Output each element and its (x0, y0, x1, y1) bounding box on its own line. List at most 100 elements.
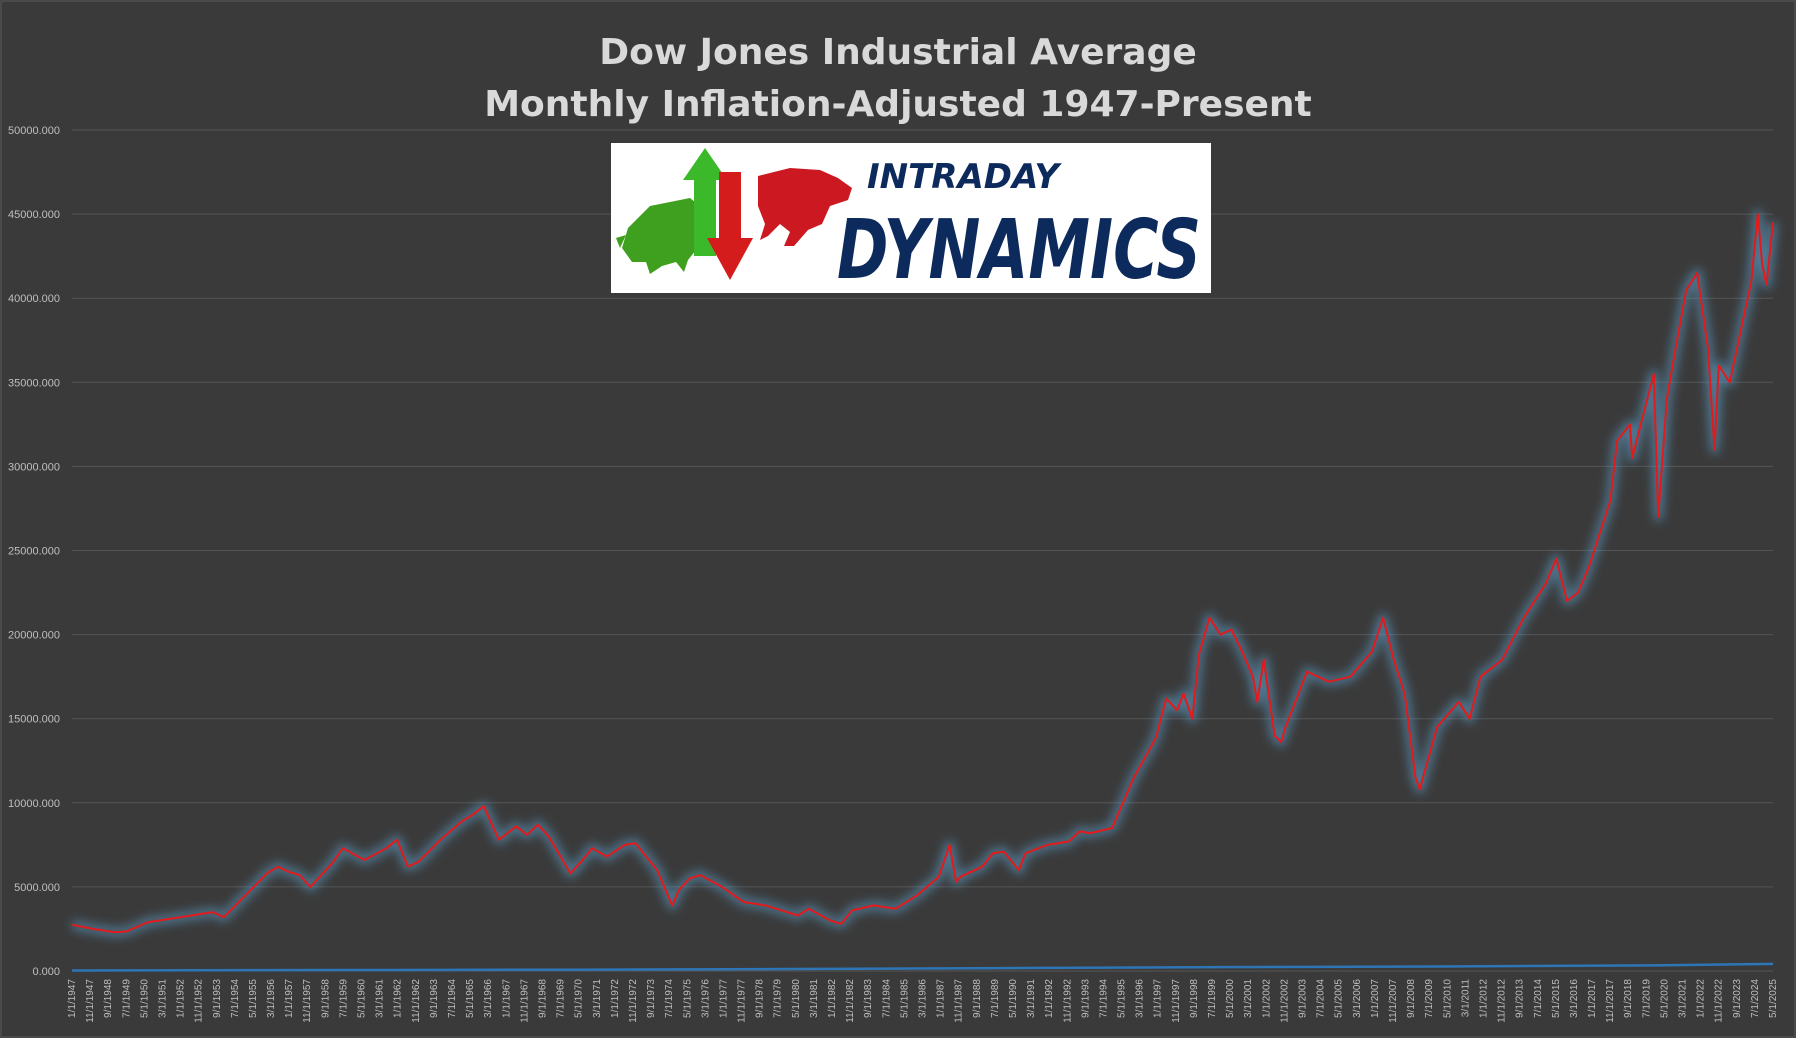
x-tick-label: 3/1/1971 (592, 979, 603, 1018)
x-tick-label: 3/1/1961 (375, 979, 386, 1018)
x-tick-label: 9/1/1963 (429, 979, 440, 1018)
x-tick-label: 11/1/1977 (737, 979, 748, 1023)
x-tick-label: 11/1/1952 (194, 979, 205, 1023)
x-tick-label: 5/1/1995 (1117, 979, 1128, 1018)
x-tick-label: 3/1/2001 (1243, 979, 1254, 1018)
x-tick-label: 11/1/2007 (1388, 979, 1399, 1023)
x-tick-label: 3/1/1956 (266, 979, 277, 1018)
x-tick-label: 11/1/1992 (1062, 979, 1073, 1023)
x-tick-label: 5/1/1950 (139, 979, 150, 1018)
x-tick-label: 3/1/2016 (1569, 979, 1580, 1018)
x-tick-label: 5/1/1985 (899, 979, 910, 1018)
y-axis-ticks: 0.000 5000.000 10000.000 15000.000 20000.000… (8, 125, 60, 978)
x-tick-label: 11/1/1947 (85, 979, 96, 1023)
x-tick-label: 11/1/1972 (628, 979, 639, 1023)
chart-title: Dow Jones Industrial Average (599, 32, 1197, 73)
x-tick-label: 3/1/1966 (483, 979, 494, 1018)
x-tick-label: 9/1/1953 (212, 979, 223, 1018)
x-tick-label: 5/1/2015 (1551, 979, 1562, 1018)
x-tick-label: 7/1/1959 (338, 979, 349, 1018)
x-tick-label: 1/1/1962 (393, 979, 404, 1018)
x-tick-label: 7/1/1984 (881, 979, 892, 1018)
up-arrow-icon (683, 148, 727, 256)
x-tick-label: 7/1/2024 (1750, 979, 1761, 1018)
series-layer (71, 209, 1778, 972)
y-tick-label: 10000.000 (8, 798, 60, 810)
x-tick-label: 3/1/1991 (1026, 979, 1037, 1018)
x-tick-label: 3/1/1976 (700, 979, 711, 1018)
x-tick-label: 5/1/1975 (682, 979, 693, 1018)
x-tick-label: 11/1/1982 (845, 979, 856, 1023)
x-tick-label: 5/1/1980 (791, 979, 802, 1018)
bull-icon (616, 198, 705, 274)
x-tick-label: 1/1/2022 (1696, 979, 1707, 1018)
series-line-0 (71, 213, 1774, 934)
x-tick-label: 9/1/1968 (537, 979, 548, 1018)
x-tick-label: 9/1/1998 (1189, 979, 1200, 1018)
x-tick-label: 1/1/1952 (176, 979, 187, 1018)
x-tick-label: 9/1/1958 (320, 979, 331, 1018)
x-tick-label: 5/1/2020 (1659, 979, 1670, 1018)
chart-title-group: Dow Jones Industrial Average Monthly Inf… (484, 32, 1312, 125)
logo: INTRADAY DYNAMICS (611, 143, 1211, 298)
x-tick-label: 5/1/1960 (357, 979, 368, 1018)
x-tick-label: 9/1/1973 (646, 979, 657, 1018)
x-tick-label: 11/1/2002 (1279, 979, 1290, 1023)
x-tick-label: 9/1/1948 (103, 979, 114, 1018)
y-tick-label: 50000.000 (8, 125, 60, 137)
x-tick-label: 1/1/1972 (610, 979, 621, 1018)
x-tick-label: 3/1/2006 (1352, 979, 1363, 1018)
x-tick-label: 1/1/1987 (936, 979, 947, 1018)
x-tick-label: 7/1/1949 (121, 979, 132, 1018)
x-tick-label: 9/1/1983 (863, 979, 874, 1018)
x-tick-label: 5/1/2025 (1768, 979, 1779, 1018)
x-tick-label: 11/1/2012 (1497, 979, 1508, 1023)
x-tick-label: 1/1/2002 (1261, 979, 1272, 1018)
x-tick-label: 3/1/2021 (1678, 979, 1689, 1018)
x-tick-label: 1/1/1997 (1153, 979, 1164, 1018)
logo-text-line1: INTRADAY (867, 157, 1062, 197)
x-tick-label: 7/1/1964 (447, 979, 458, 1018)
x-tick-label: 11/1/2022 (1714, 979, 1725, 1023)
x-tick-label: 7/1/1989 (990, 979, 1001, 1018)
x-tick-label: 3/1/2011 (1460, 979, 1471, 1018)
x-tick-label: 11/1/1962 (411, 979, 422, 1023)
x-tick-label: 9/1/2008 (1406, 979, 1417, 1018)
down-arrow-icon (707, 172, 753, 280)
x-tick-label: 5/1/1970 (574, 979, 585, 1018)
chart-subtitle: Monthly Inflation-Adjusted 1947-Present (484, 84, 1312, 125)
x-tick-label: 1/1/1977 (718, 979, 729, 1018)
x-tick-label: 9/1/1988 (972, 979, 983, 1018)
x-tick-label: 7/1/2019 (1641, 979, 1652, 1018)
bear-icon (758, 168, 852, 246)
y-tick-label: 40000.000 (8, 293, 60, 305)
gridlines (72, 129, 1773, 972)
x-tick-label: 11/1/2017 (1605, 979, 1616, 1023)
x-tick-label: 1/1/1992 (1044, 979, 1055, 1018)
x-tick-label: 9/1/2013 (1515, 979, 1526, 1018)
x-tick-label: 7/1/2009 (1424, 979, 1435, 1018)
x-tick-label: 7/1/2014 (1533, 979, 1544, 1018)
logo-text-line2: DYNAMICS (837, 203, 1201, 298)
x-tick-label: 5/1/1955 (248, 979, 259, 1018)
x-tick-label: 11/1/1987 (954, 979, 965, 1023)
x-tick-label: 3/1/1996 (1135, 979, 1146, 1018)
x-tick-label: 1/1/1957 (284, 979, 295, 1018)
x-tick-label: 7/1/1969 (556, 979, 567, 1018)
x-tick-label: 7/1/2004 (1316, 979, 1327, 1018)
x-tick-label: 11/1/1997 (1171, 979, 1182, 1023)
x-tick-label: 9/1/1993 (1080, 979, 1091, 1018)
x-tick-label: 5/1/2000 (1225, 979, 1236, 1018)
x-tick-label: 9/1/2023 (1732, 979, 1743, 1018)
y-tick-label: 25000.000 (8, 546, 60, 558)
x-tick-label: 7/1/1979 (773, 979, 784, 1018)
x-axis-ticks: 1/1/1947 11/1/1947 9/1/1948 7/1/1949 5/1/195… (67, 979, 1779, 1023)
series-line-1 (71, 962, 1774, 972)
x-tick-label: 7/1/1974 (664, 979, 675, 1018)
x-tick-label: 1/1/1947 (67, 979, 78, 1018)
x-tick-label: 9/1/1978 (755, 979, 766, 1018)
y-tick-label: 35000.000 (8, 377, 60, 389)
x-tick-label: 11/1/1967 (519, 979, 530, 1023)
x-tick-label: 7/1/1954 (230, 979, 241, 1018)
